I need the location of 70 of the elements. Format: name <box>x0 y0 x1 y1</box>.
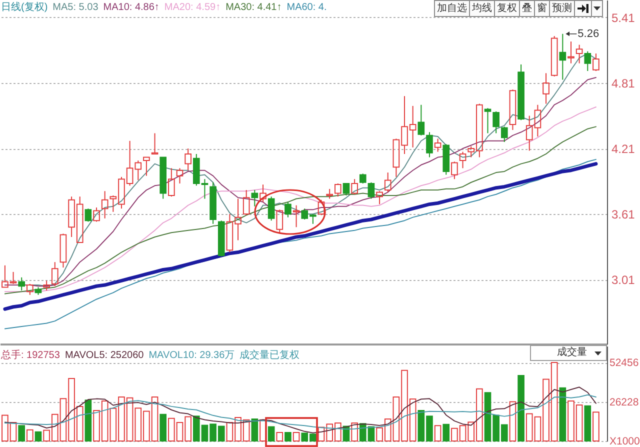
y-tick-label: 4.81 <box>612 76 636 90</box>
text: MA10: 4.86↑ <box>103 2 160 13</box>
candlestick <box>268 196 275 222</box>
bar <box>592 412 600 442</box>
candlestick <box>84 208 92 222</box>
button: 预测 <box>549 0 575 17</box>
candlestick <box>43 280 50 291</box>
bar <box>276 432 284 442</box>
candlestick <box>184 148 192 171</box>
bar <box>434 425 442 442</box>
bar <box>559 387 566 442</box>
bar <box>268 426 275 442</box>
annotation: 5.26 <box>578 28 600 40</box>
candlestick <box>500 126 508 142</box>
button: 叠 <box>519 0 535 17</box>
text: MA5: 5.03 <box>52 2 98 13</box>
bar <box>509 401 516 442</box>
bar <box>26 429 34 442</box>
candlestick <box>559 33 566 80</box>
candlestick <box>434 138 442 152</box>
annotation: 成交量已复权 <box>240 350 300 361</box>
y-tick-label: 52456 <box>610 357 639 370</box>
candlestick <box>18 276 26 291</box>
candlestick <box>342 182 350 196</box>
bar <box>442 424 450 442</box>
candlestick <box>418 104 425 136</box>
y-tick-label: 4.21 <box>612 142 636 156</box>
bar <box>518 374 524 442</box>
annotation: 成交量 <box>557 346 587 360</box>
text: MAVOL10: 29.36万 <box>148 350 235 361</box>
candlestick <box>251 190 258 207</box>
text: MA60: 4. <box>286 2 327 13</box>
candlestick <box>492 110 500 134</box>
dropdown: 成交量 <box>530 345 607 361</box>
button: 加自选 <box>434 0 470 17</box>
candlestick <box>542 72 550 104</box>
candlestick <box>60 233 67 268</box>
y-tick-label: 3.61 <box>612 208 636 222</box>
candlestick <box>359 173 366 184</box>
candlestick <box>426 132 433 158</box>
candlestick <box>484 108 492 134</box>
candlestick <box>284 202 292 218</box>
y-tick-label: 3.01 <box>612 273 636 288</box>
text: MAVOL5: 252060 <box>64 350 144 361</box>
button: 复权 <box>494 0 520 17</box>
line-series <box>4 394 596 430</box>
bar <box>284 432 292 442</box>
bar <box>34 431 42 442</box>
y-tick-label: 5.41 <box>612 10 636 25</box>
button: 窗 <box>534 0 550 17</box>
bar <box>584 405 592 442</box>
candlestick <box>568 41 574 64</box>
bar <box>160 414 167 442</box>
bar <box>18 425 26 442</box>
text: MA20: 4.59↑ <box>164 2 221 13</box>
candlestick <box>326 188 333 200</box>
candlestick <box>101 190 108 219</box>
button: 均线 <box>469 0 495 17</box>
y-tick-label: X1000 <box>610 436 640 447</box>
candlestick <box>368 182 375 200</box>
bar <box>251 418 258 442</box>
candlestick <box>292 204 300 228</box>
bar <box>84 400 92 442</box>
line-series <box>4 386 596 434</box>
chart-title: 日线(复权) <box>1 2 48 13</box>
bar <box>292 432 300 442</box>
text: MA30: 4.41↑ <box>226 2 282 13</box>
y-tick-label: 26228 <box>610 396 639 408</box>
candlestick <box>584 50 592 72</box>
annotation: 总手: 192753 <box>1 350 60 361</box>
